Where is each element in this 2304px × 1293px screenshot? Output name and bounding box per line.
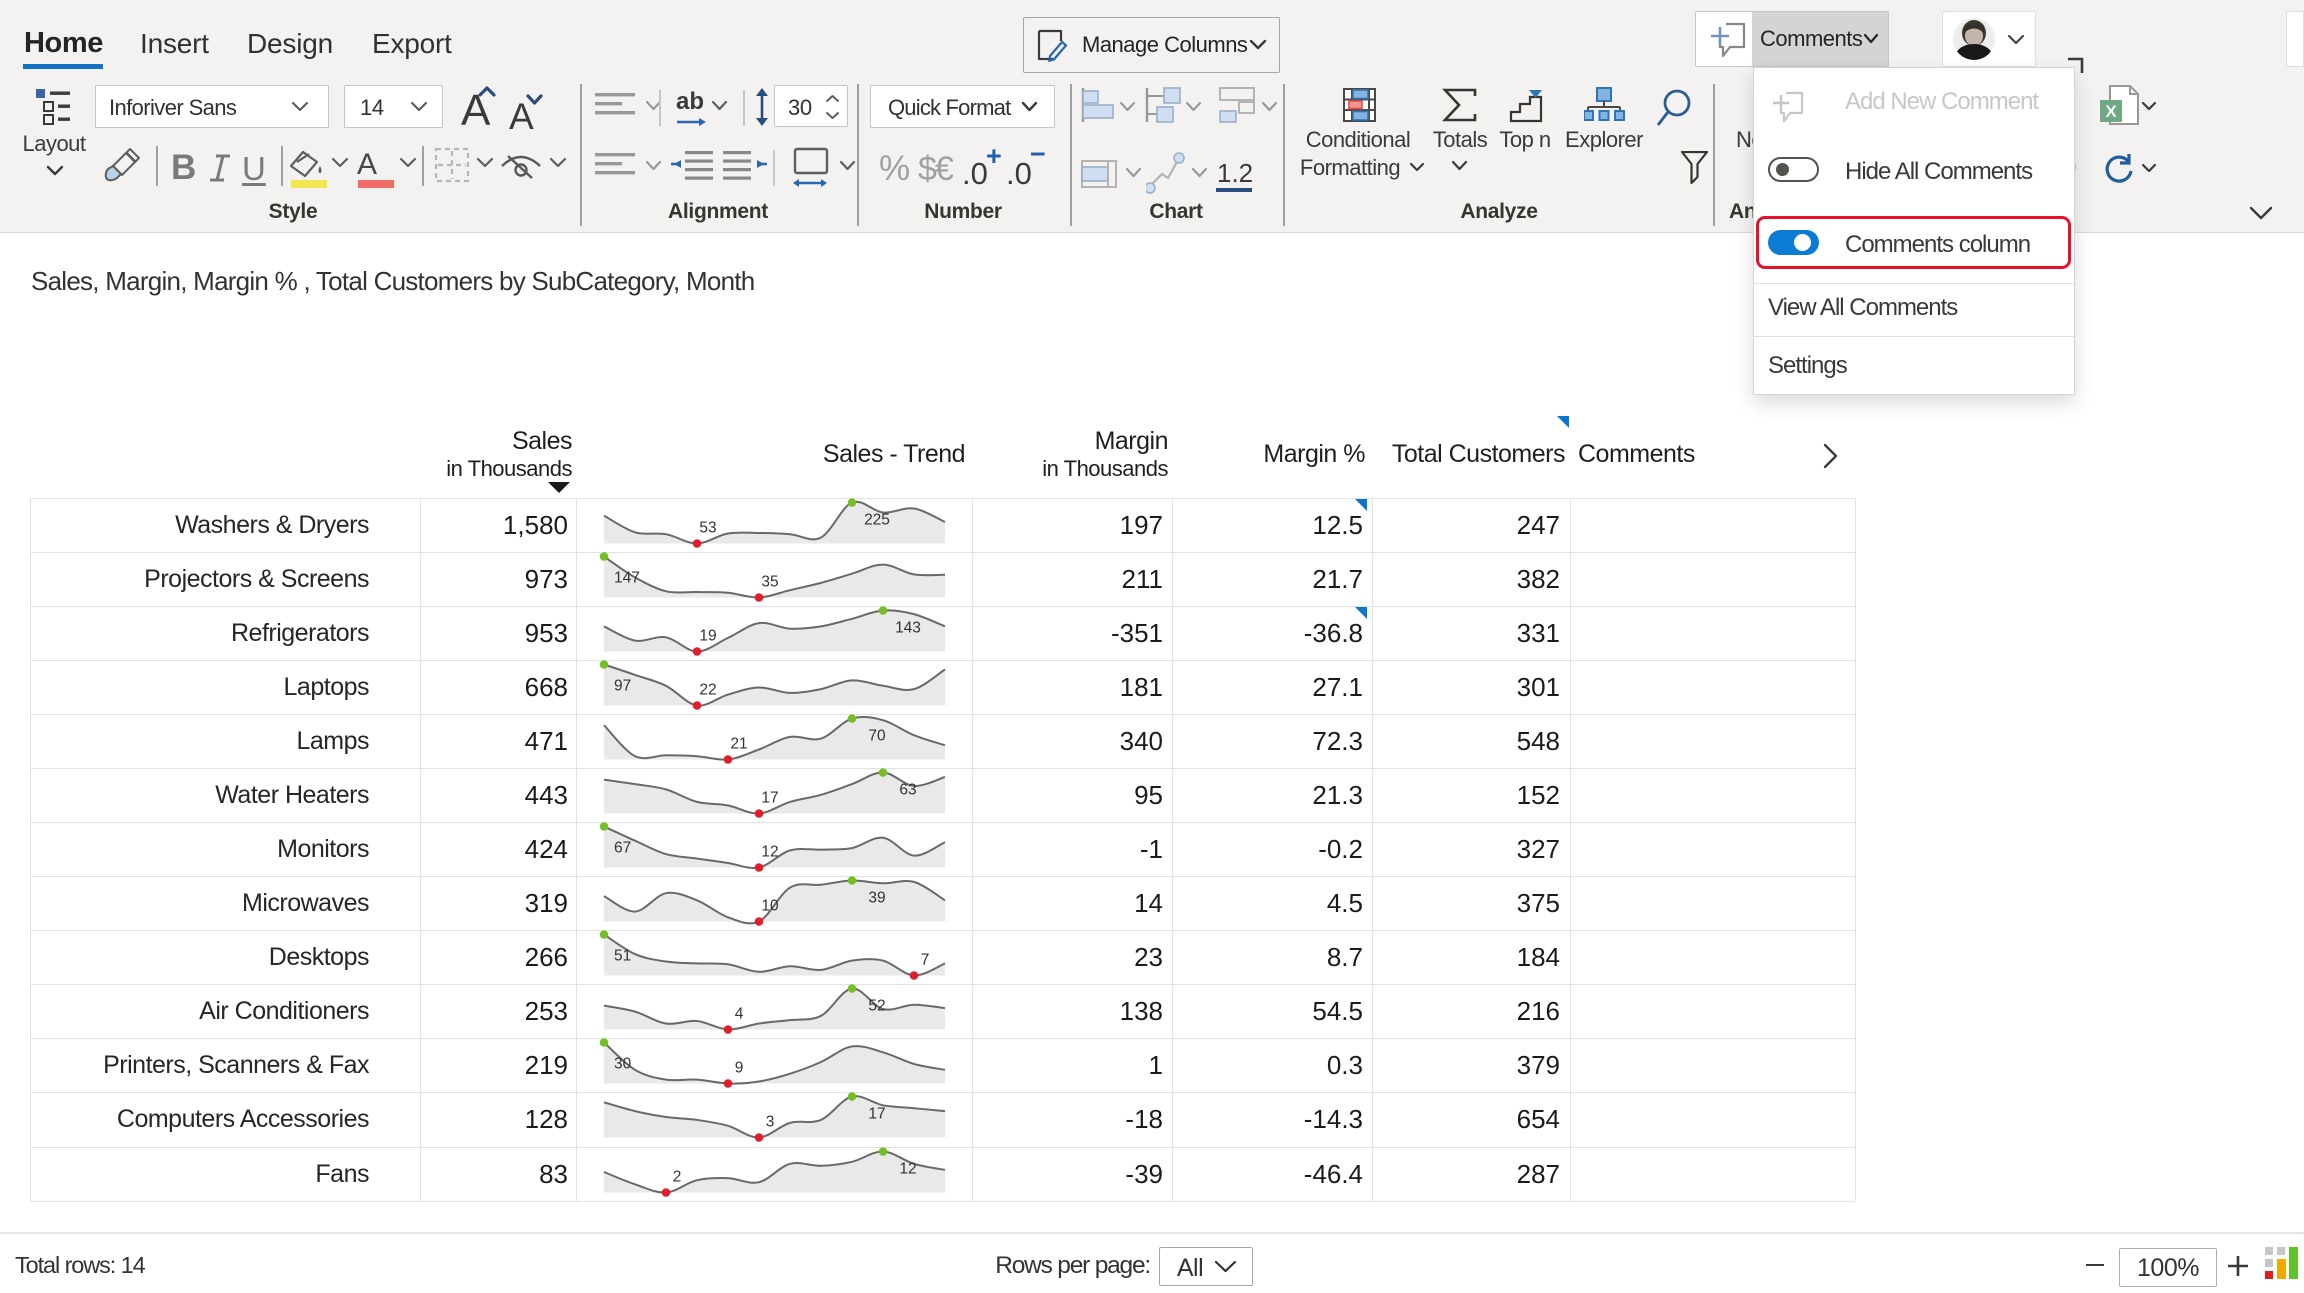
svg-text:7: 7 <box>921 952 930 969</box>
svg-text:12: 12 <box>761 844 778 861</box>
svg-text:147: 147 <box>614 569 640 586</box>
svg-text:225: 225 <box>864 511 890 528</box>
svg-text:30: 30 <box>614 1056 632 1073</box>
svg-text:51: 51 <box>614 948 631 965</box>
svg-text:53: 53 <box>699 519 716 536</box>
svg-text:12: 12 <box>899 1160 916 1177</box>
svg-text:97: 97 <box>614 677 631 694</box>
svg-text:19: 19 <box>699 627 716 644</box>
svg-text:17: 17 <box>761 789 778 806</box>
svg-text:143: 143 <box>895 619 921 636</box>
svg-text:X: X <box>2105 102 2117 121</box>
svg-text:3: 3 <box>766 1114 775 1131</box>
svg-text:70: 70 <box>868 727 886 744</box>
svg-text:2: 2 <box>673 1168 682 1185</box>
svg-text:35: 35 <box>761 573 778 590</box>
svg-text:52: 52 <box>868 998 885 1015</box>
svg-text:67: 67 <box>614 840 631 857</box>
svg-text:17: 17 <box>868 1106 885 1123</box>
svg-text:39: 39 <box>868 890 885 907</box>
svg-text:4: 4 <box>735 1006 744 1023</box>
svg-text:10: 10 <box>761 898 779 915</box>
svg-text:21: 21 <box>730 735 747 752</box>
svg-text:9: 9 <box>735 1060 744 1077</box>
svg-text:63: 63 <box>899 781 916 798</box>
svg-text:22: 22 <box>699 681 716 698</box>
